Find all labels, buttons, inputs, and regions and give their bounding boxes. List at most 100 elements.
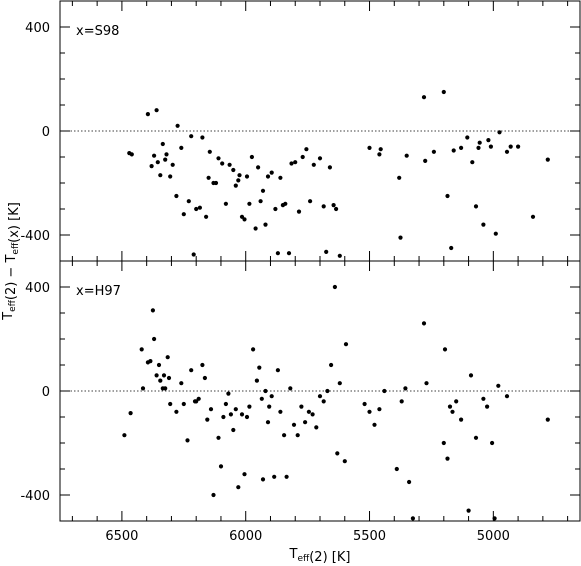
panel-bottom-points [122, 284, 550, 521]
data-point [476, 145, 481, 150]
data-point [166, 375, 172, 381]
data-point [378, 147, 383, 152]
data-point [148, 359, 153, 364]
data-point [174, 409, 179, 414]
data-point [228, 412, 233, 417]
data-point [249, 154, 254, 160]
panel-top-y-tick-labels: -400 0 400 [20, 21, 50, 244]
data-point [332, 284, 337, 290]
data-point [327, 165, 332, 170]
data-point [278, 175, 283, 180]
data-point [253, 226, 258, 231]
data-point [445, 193, 450, 199]
data-point [481, 396, 486, 401]
y-tick-label: 0 [42, 385, 50, 400]
data-point [504, 149, 510, 154]
data-point [260, 188, 266, 193]
data-point [189, 368, 194, 373]
data-point [218, 464, 224, 469]
data-point [269, 394, 274, 399]
data-point [179, 381, 184, 386]
data-point [181, 401, 186, 407]
data-point [140, 386, 146, 391]
data-point [211, 492, 216, 498]
data-point [194, 399, 199, 404]
data-point [265, 174, 271, 179]
data-point [154, 373, 159, 378]
data-point [470, 160, 475, 165]
data-point [205, 417, 210, 422]
data-point [459, 145, 464, 150]
data-point [242, 472, 247, 477]
data-point [139, 347, 144, 352]
data-point [397, 175, 402, 180]
data-point [325, 388, 330, 394]
panel-top-label: x=S98 [76, 24, 119, 39]
data-point [454, 399, 459, 404]
data-point [367, 145, 372, 150]
data-point [160, 141, 165, 147]
data-point [343, 342, 349, 347]
data-point [259, 396, 264, 401]
data-point [194, 206, 199, 212]
data-point [303, 420, 308, 425]
data-point [496, 383, 501, 388]
data-point [247, 404, 252, 409]
data-point [223, 401, 228, 407]
data-point [377, 407, 382, 412]
data-point [314, 425, 319, 430]
data-point [273, 206, 278, 212]
data-point [129, 152, 134, 157]
data-point [267, 404, 272, 409]
data-point [286, 251, 292, 256]
data-point [362, 401, 367, 407]
data-point [223, 201, 228, 206]
data-point [329, 362, 334, 368]
data-point [504, 394, 510, 399]
data-point [367, 409, 372, 414]
data-point [403, 386, 408, 391]
data-point [295, 433, 300, 438]
data-point [497, 130, 502, 135]
data-point [493, 231, 498, 236]
data-point [263, 388, 268, 394]
data-point [372, 422, 377, 427]
data-point [477, 140, 482, 145]
data-point [251, 347, 256, 352]
data-point [545, 417, 550, 422]
data-point [168, 401, 173, 407]
data-point [450, 409, 455, 414]
data-point [220, 161, 225, 166]
data-point [486, 138, 491, 143]
data-point [282, 433, 287, 438]
data-point [490, 440, 495, 446]
data-point [283, 201, 288, 206]
data-point [508, 144, 513, 149]
data-point [382, 388, 387, 394]
data-point [321, 204, 326, 209]
data-point [311, 162, 316, 167]
data-point [337, 253, 342, 258]
data-point [442, 347, 448, 352]
data-point [337, 381, 342, 386]
x-tick-label: 6500 [105, 529, 138, 544]
data-point [447, 404, 453, 409]
data-point [424, 381, 429, 386]
data-point [179, 145, 184, 150]
data-point [197, 205, 202, 210]
data-point [236, 485, 241, 490]
data-point [221, 414, 226, 420]
data-point [449, 245, 454, 251]
data-point [239, 214, 245, 219]
data-point [174, 193, 179, 199]
data-point [164, 152, 169, 157]
data-point [481, 222, 486, 227]
data-point [468, 373, 474, 378]
panel-top-points [127, 89, 550, 258]
data-point [335, 451, 340, 456]
data-point [492, 516, 497, 521]
data-point [431, 149, 436, 154]
data-point [441, 89, 446, 95]
data-point [163, 157, 168, 162]
